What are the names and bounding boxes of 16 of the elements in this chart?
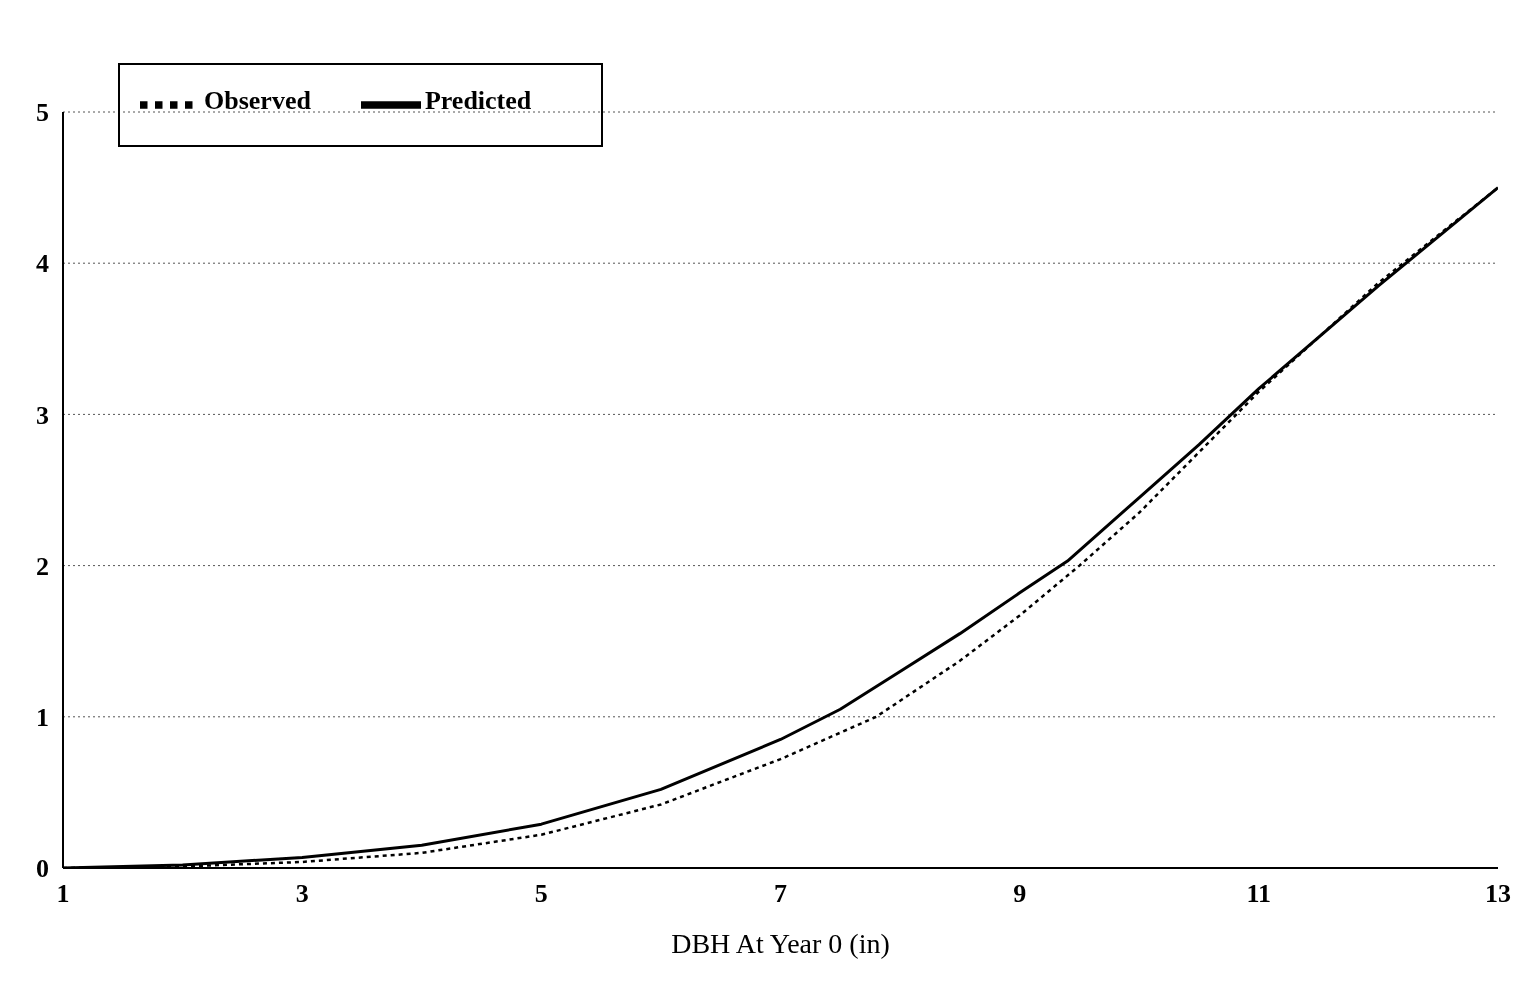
y-tick-label: 1 [36,703,49,733]
x-tick-label: 5 [534,879,548,909]
legend-label: Predicted [424,85,532,115]
x-axis-title: DBH At Year 0 (in) [671,928,890,959]
y-tick-label: 2 [36,551,49,581]
y-tick-label: 5 [36,98,49,128]
x-tick-label: 1 [56,879,70,909]
x-tick-label: 13 [1485,879,1511,909]
y-tick-label: 3 [36,400,49,430]
x-tick-label: 9 [1013,879,1027,909]
x-tick-label: 11 [1246,879,1272,909]
x-tick-label: 3 [295,879,309,909]
y-tick-label: 0 [36,854,49,884]
legend-label: Observed [204,85,311,115]
x-tick-label: 7 [774,879,787,909]
y-tick-label: 4 [36,249,49,279]
